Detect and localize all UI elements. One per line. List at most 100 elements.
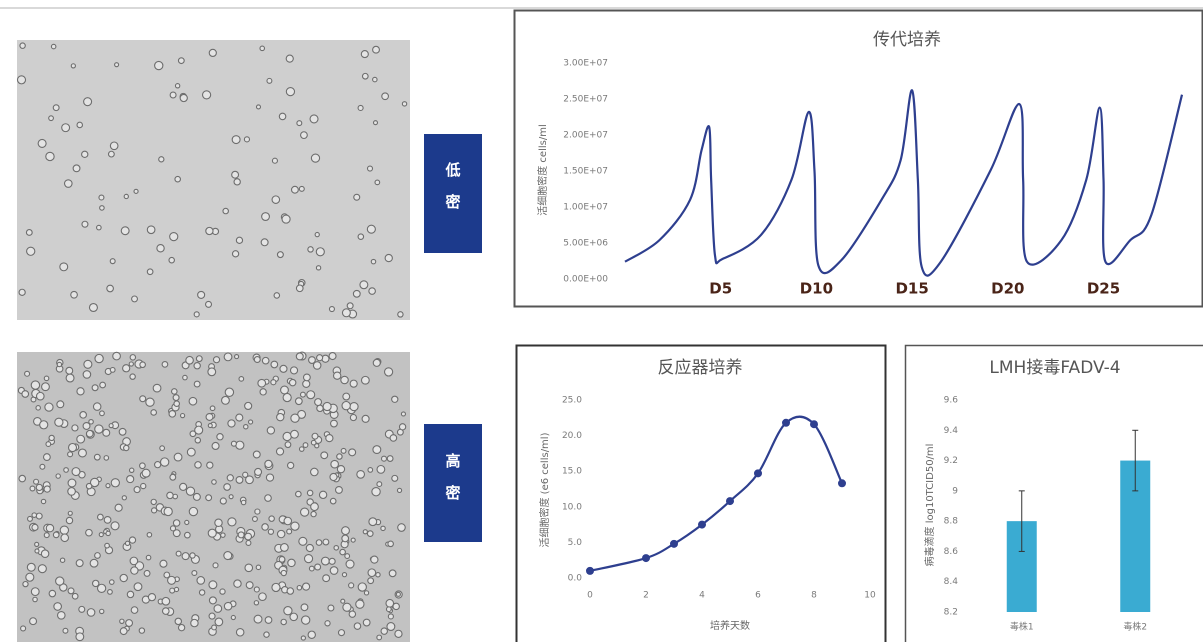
cell bbox=[170, 388, 178, 395]
cell bbox=[156, 244, 165, 253]
cell bbox=[265, 473, 275, 482]
data-point bbox=[782, 418, 790, 427]
y-tick-label: 1.00E+07 bbox=[563, 203, 608, 213]
cell bbox=[40, 498, 47, 505]
cell bbox=[397, 311, 404, 318]
cell bbox=[175, 550, 182, 557]
cell bbox=[227, 419, 236, 428]
cell bbox=[282, 392, 292, 403]
cell bbox=[123, 193, 129, 200]
cell bbox=[35, 512, 43, 520]
cell bbox=[25, 229, 33, 236]
cell bbox=[303, 554, 314, 564]
cell bbox=[276, 251, 284, 259]
cell bbox=[356, 469, 366, 479]
cell bbox=[205, 412, 214, 421]
cell bbox=[346, 302, 354, 310]
cell bbox=[230, 614, 236, 621]
cell bbox=[99, 410, 105, 417]
chart-title: LMH接毒FADV-4 bbox=[989, 358, 1120, 378]
cell bbox=[251, 516, 258, 523]
cell bbox=[181, 552, 190, 561]
cell bbox=[302, 373, 311, 382]
cell bbox=[18, 474, 27, 483]
cell bbox=[108, 579, 115, 585]
cell bbox=[48, 115, 54, 122]
cell bbox=[108, 423, 114, 429]
cell bbox=[169, 91, 177, 99]
cell bbox=[96, 583, 107, 594]
cell bbox=[320, 556, 330, 566]
cell bbox=[193, 362, 201, 370]
cell bbox=[243, 136, 251, 143]
cell bbox=[330, 459, 339, 469]
cell bbox=[20, 625, 27, 632]
cell bbox=[280, 618, 287, 626]
cell bbox=[328, 557, 336, 565]
cell bbox=[348, 610, 357, 618]
cell bbox=[282, 431, 292, 442]
cell bbox=[337, 629, 346, 637]
y-tick-label: 9.2 bbox=[944, 456, 958, 466]
cell bbox=[341, 400, 351, 411]
micrograph-high bbox=[17, 351, 410, 642]
cell bbox=[340, 375, 349, 385]
cell bbox=[173, 452, 183, 462]
cell bbox=[362, 618, 371, 627]
cell bbox=[121, 495, 127, 501]
cell bbox=[243, 423, 249, 430]
cell bbox=[276, 529, 286, 539]
micrograph-low bbox=[16, 40, 410, 320]
cell bbox=[398, 423, 407, 431]
cell bbox=[207, 528, 217, 538]
cell bbox=[366, 530, 374, 537]
cell bbox=[82, 370, 92, 379]
cell bbox=[386, 455, 394, 462]
cell bbox=[278, 112, 287, 121]
cell bbox=[341, 572, 348, 578]
cell bbox=[312, 361, 322, 370]
cell bbox=[130, 566, 139, 575]
cell bbox=[18, 288, 26, 296]
cell bbox=[55, 576, 65, 586]
cell bbox=[193, 380, 201, 388]
cell bbox=[253, 614, 263, 624]
cell bbox=[235, 440, 245, 450]
x-tick-label: 2 bbox=[643, 591, 649, 601]
cell bbox=[362, 529, 368, 535]
cell bbox=[314, 231, 320, 238]
cell bbox=[19, 42, 26, 49]
cell bbox=[228, 494, 234, 500]
cell bbox=[384, 253, 393, 263]
cell bbox=[290, 521, 300, 531]
error-bar bbox=[1132, 429, 1139, 492]
cell bbox=[193, 311, 200, 318]
cell bbox=[264, 459, 273, 469]
cell bbox=[45, 151, 55, 162]
cell bbox=[150, 409, 158, 416]
cell bbox=[43, 532, 50, 539]
cell bbox=[52, 104, 60, 112]
cell bbox=[166, 491, 174, 500]
cell bbox=[89, 558, 99, 568]
cell bbox=[290, 185, 299, 194]
cell bbox=[77, 448, 87, 458]
cell bbox=[60, 533, 70, 543]
cell bbox=[208, 612, 216, 620]
cell bbox=[124, 540, 131, 546]
cell bbox=[67, 442, 78, 453]
cell bbox=[387, 613, 394, 620]
x-tick-label: 6 bbox=[755, 591, 761, 601]
data-point bbox=[754, 469, 762, 478]
cell bbox=[145, 554, 152, 561]
cell bbox=[380, 455, 388, 462]
cell bbox=[106, 284, 114, 293]
y-tick-label: 8.6 bbox=[944, 547, 959, 557]
x-tick-label: D20 bbox=[991, 280, 1024, 298]
cell bbox=[300, 131, 308, 140]
cell bbox=[119, 573, 128, 583]
cell bbox=[150, 507, 158, 514]
cell bbox=[258, 592, 267, 602]
cell bbox=[194, 437, 202, 444]
cell bbox=[208, 48, 217, 58]
